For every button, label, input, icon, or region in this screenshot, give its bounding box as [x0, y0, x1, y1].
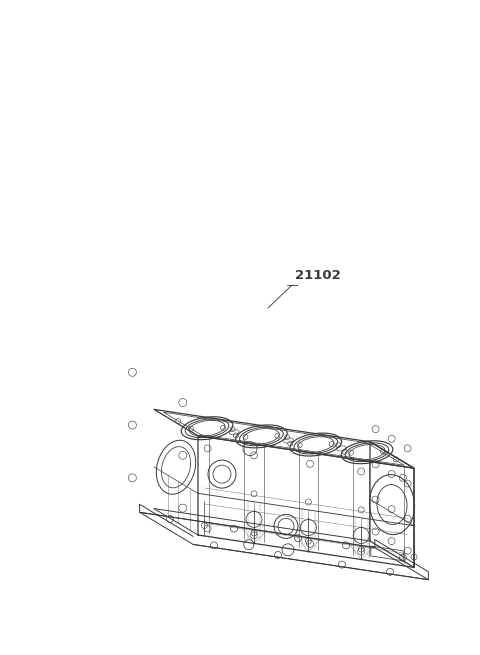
Text: 21102: 21102	[295, 269, 341, 282]
